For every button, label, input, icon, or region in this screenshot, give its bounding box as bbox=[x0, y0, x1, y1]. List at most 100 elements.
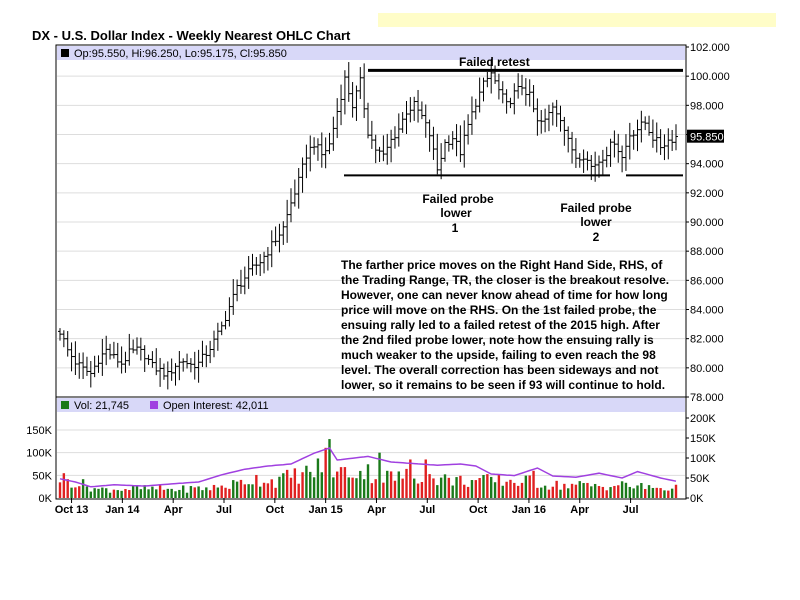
ohlc-bar bbox=[550, 102, 555, 126]
volume-bar bbox=[628, 486, 631, 498]
volume-bar bbox=[320, 472, 323, 498]
volume-bar bbox=[378, 452, 381, 498]
volume-panel bbox=[55, 396, 687, 500]
ohlc-bar bbox=[254, 256, 259, 275]
volume-bar bbox=[116, 490, 119, 498]
ohlc-bar bbox=[493, 65, 498, 84]
ohlc-bar bbox=[504, 89, 509, 114]
ohlc-bar bbox=[65, 331, 70, 357]
volume-bar bbox=[85, 486, 89, 498]
ohlc-bar bbox=[412, 96, 417, 121]
volume-bar bbox=[70, 487, 73, 498]
ohlc-bar bbox=[604, 146, 609, 168]
annotation-probe1-line3: 1 bbox=[452, 221, 459, 235]
volume-bar bbox=[105, 488, 108, 498]
volume-legend-label: Vol: 21,745 bbox=[74, 400, 129, 412]
volume-bar bbox=[270, 479, 273, 498]
volume-bar bbox=[66, 479, 69, 498]
ohlc-bar bbox=[481, 77, 486, 102]
volume-bar bbox=[540, 487, 543, 498]
ohlc-bar bbox=[431, 126, 436, 160]
commentary-paragraph: The farther price moves on the Right Han… bbox=[341, 258, 669, 392]
volume-bar bbox=[382, 482, 385, 498]
volume-bar bbox=[170, 488, 173, 498]
volume-bar bbox=[208, 490, 212, 498]
price-tick-label: 86.000 bbox=[690, 275, 724, 287]
ohlc-bar bbox=[108, 343, 113, 360]
volume-bar bbox=[478, 478, 481, 498]
volume-bar bbox=[659, 488, 662, 498]
ohlc-bar bbox=[658, 129, 663, 155]
ohlc-bar bbox=[169, 358, 174, 381]
ohlc-bar bbox=[277, 223, 282, 253]
ohlc-bar bbox=[362, 63, 367, 119]
time-tick-label: Jan 15 bbox=[309, 504, 343, 516]
ohlc-bar bbox=[496, 73, 501, 100]
time-axis: Oct 13 Jan 14 Apr Jul Oct Jan 15 Apr Jul Oct Jan … bbox=[55, 498, 639, 516]
ohlc-bar bbox=[339, 84, 344, 126]
price-tick-label: 80.000 bbox=[690, 363, 724, 375]
ohlc-bar bbox=[573, 138, 578, 168]
ohlc-bar bbox=[238, 269, 243, 294]
ohlc-bar bbox=[100, 338, 105, 376]
time-tick-label: Apr bbox=[164, 504, 184, 516]
commentary-line: the 2nd filed probe lower, note how the … bbox=[341, 333, 654, 347]
price-gridlines bbox=[57, 75, 685, 369]
volume-bar bbox=[443, 474, 447, 498]
volume-bar bbox=[647, 485, 651, 498]
volume-bar bbox=[555, 480, 558, 498]
volume-bar bbox=[185, 492, 189, 498]
volume-bar bbox=[567, 488, 570, 498]
ohlc-bar bbox=[531, 85, 536, 113]
ohlc-bar bbox=[181, 358, 186, 372]
ohlc-bar bbox=[608, 138, 613, 167]
ohlc-bar bbox=[600, 149, 605, 175]
chart-title: DX - U.S. Dollar Index - Weekly Nearest … bbox=[32, 28, 351, 43]
volume-bar bbox=[343, 467, 347, 498]
ohlc-bar bbox=[354, 85, 359, 121]
volume-bar bbox=[486, 474, 489, 498]
volume-bar bbox=[201, 490, 204, 498]
ohlc-bar bbox=[161, 363, 166, 380]
ohlc-bar bbox=[212, 330, 216, 358]
commentary-line: The farther price moves on the Right Han… bbox=[341, 258, 663, 272]
ohlc-bar bbox=[643, 116, 648, 131]
price-tick-label: 88.000 bbox=[690, 246, 724, 258]
ohlc-bar bbox=[612, 130, 617, 158]
volume-bar bbox=[447, 477, 451, 498]
volume-bar bbox=[74, 487, 77, 498]
price-tick-label: 94.000 bbox=[690, 159, 724, 171]
ohlc-bar bbox=[469, 96, 474, 135]
price-tick-label: 84.000 bbox=[690, 305, 724, 317]
ohlc-bar bbox=[635, 119, 640, 152]
ohlc-bar bbox=[242, 266, 247, 295]
volume-bar bbox=[239, 479, 243, 498]
volume-bar bbox=[316, 458, 320, 498]
volume-bar bbox=[655, 487, 658, 498]
ohlc-bar bbox=[262, 251, 267, 274]
volume-bar bbox=[590, 486, 593, 498]
ohlc-bar bbox=[381, 135, 386, 162]
volume-bar bbox=[532, 470, 535, 498]
volume-bar bbox=[470, 480, 474, 498]
ohlc-bar bbox=[61, 330, 66, 348]
volume-bar bbox=[563, 483, 566, 498]
commentary-line: price will move on the RHS. On the 1st f… bbox=[341, 303, 657, 317]
ohlc-bar bbox=[662, 134, 667, 161]
volume-bar bbox=[413, 478, 416, 498]
ohlc-bar bbox=[281, 221, 286, 245]
volume-bar bbox=[120, 490, 123, 498]
price-bars bbox=[58, 59, 678, 390]
volume-bar bbox=[143, 485, 146, 498]
ohlc-bar bbox=[285, 199, 290, 243]
ohlc-bar bbox=[300, 157, 305, 193]
ohlc-bar bbox=[489, 59, 494, 94]
volume-bar bbox=[593, 483, 597, 498]
volume-bar bbox=[282, 473, 285, 498]
ohlc-bar bbox=[342, 70, 347, 115]
volume-bar bbox=[97, 488, 100, 498]
ohlc-bar bbox=[269, 230, 274, 268]
ohlc-bar bbox=[616, 133, 621, 163]
last-close-box bbox=[687, 129, 724, 143]
open-interest-line bbox=[59, 447, 677, 488]
